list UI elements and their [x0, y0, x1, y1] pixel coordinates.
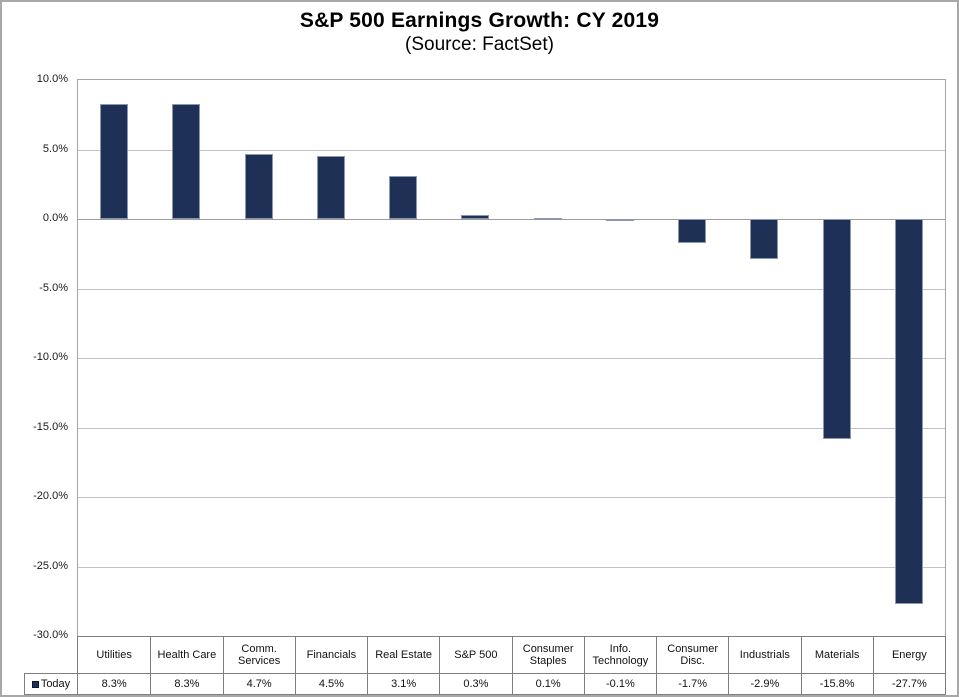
gridline — [78, 427, 945, 429]
data-table-value-row: 8.3% 8.3% 4.7% 4.5% 3.1% 0.3% 0.1% -0.1% -1.7% -2… — [77, 673, 946, 695]
category-label: Info. Technology — [583, 637, 656, 673]
value-cell: 4.7% — [222, 674, 295, 694]
category-label: Energy — [872, 637, 945, 673]
bar — [100, 103, 129, 219]
bar — [244, 153, 273, 219]
data-table-category-row: Utilities Health Care Comm. Services Financ… — [77, 636, 946, 674]
value-cell: 8.3% — [101, 678, 127, 690]
y-axis-tick-label: -5.0% — [39, 281, 68, 294]
category-label: Consumer Disc. — [656, 637, 728, 673]
gridline — [78, 497, 945, 498]
category-label: Utilities — [96, 649, 132, 661]
chart-title: S&P 500 Earnings Growth: CY 2019 — [299, 9, 660, 32]
chart-subtitle: (Source: FactSet) — [405, 34, 554, 55]
y-axis-tick-label: -20.0% — [33, 490, 68, 502]
category-label: Industrials — [728, 637, 800, 673]
bar — [822, 219, 851, 439]
y-axis-tick-label: -30.0% — [33, 629, 68, 641]
y-axis-tick-label: 0.0% — [42, 212, 68, 224]
y-axis-tick-label: -10.0% — [33, 351, 68, 363]
plot-area — [77, 79, 946, 637]
value-cell: 8.3% — [150, 674, 222, 694]
zero-axis-line — [78, 219, 945, 220]
value-cell: 4.5% — [294, 674, 367, 694]
category-label: Comm. Services — [222, 637, 295, 673]
value-cell: 0.1% — [511, 674, 584, 694]
value-cell: 3.1% — [367, 674, 439, 694]
value-cell: -1.7% — [656, 674, 728, 694]
category-label: Health Care — [150, 637, 222, 673]
bar — [533, 217, 562, 220]
gridline — [78, 358, 945, 359]
legend-square-icon — [31, 680, 39, 688]
category-label: S&P 500 — [439, 637, 511, 673]
category-label: Materials — [800, 637, 873, 673]
value-cell: -0.1% — [583, 674, 656, 694]
gridline — [78, 149, 945, 151]
y-axis-tick-label: -15.0% — [33, 420, 68, 433]
category-label: Financials — [294, 637, 367, 673]
value-cell: -15.8% — [800, 674, 873, 694]
y-axis-tick-label: -25.0% — [33, 559, 68, 572]
category-label: Real Estate — [367, 637, 439, 673]
bar — [678, 219, 707, 243]
bar — [894, 219, 923, 605]
bar — [316, 156, 345, 219]
y-axis-tick-label: 5.0% — [42, 142, 68, 155]
bar — [389, 175, 418, 219]
y-axis-tick-label: 10.0% — [36, 73, 68, 85]
bar — [461, 214, 490, 219]
category-label: Consumer Staples — [511, 637, 584, 673]
bar — [605, 219, 634, 221]
legend-label: Today — [40, 678, 71, 690]
bar — [172, 103, 201, 219]
value-cell: -2.9% — [728, 674, 800, 694]
bar — [750, 219, 779, 260]
value-cell: 0.3% — [439, 674, 511, 694]
legend-today: Today — [24, 673, 78, 695]
value-cell: -27.7% — [872, 674, 945, 694]
gridline — [78, 566, 945, 568]
gridline — [78, 288, 945, 290]
